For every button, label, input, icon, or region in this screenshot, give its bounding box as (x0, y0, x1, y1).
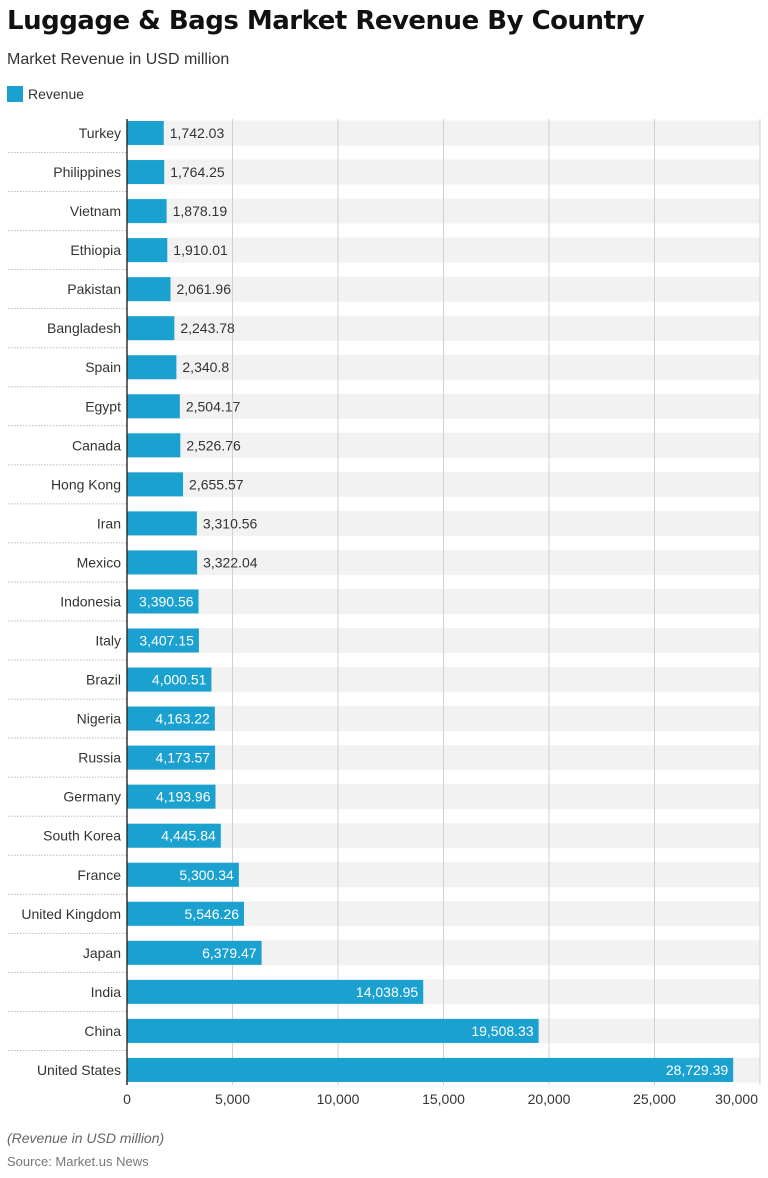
bar-japan (127, 940, 262, 965)
legend: Revenue (7, 86, 84, 102)
bar-bangladesh (127, 316, 175, 341)
category-label: Italy (95, 633, 121, 649)
chart-subtitle: Market Revenue in USD million (7, 51, 230, 68)
bar-hong-kong (127, 472, 184, 497)
category-label: Russia (78, 750, 121, 766)
x-tick-label: 5,000 (215, 1091, 250, 1107)
x-tick-label: 30,000 (715, 1091, 758, 1107)
bar-china (127, 1018, 539, 1043)
data-label: 3,322.04 (203, 554, 258, 570)
category-label: Pakistan (67, 281, 121, 297)
x-tick-label: 10,000 (317, 1091, 360, 1107)
x-tick-label: 25,000 (633, 1091, 676, 1107)
data-label: 1,878.19 (173, 203, 228, 219)
bar-mexico (127, 550, 198, 575)
data-label: 4,000.51 (152, 672, 207, 688)
category-label: United Kingdom (21, 906, 121, 922)
legend-swatch-revenue (7, 86, 23, 102)
bar-south-korea (127, 823, 221, 848)
data-label: 19,508.33 (471, 1023, 533, 1039)
category-label: Bangladesh (47, 320, 121, 336)
bar-vietnam (127, 199, 167, 224)
bar-france (127, 862, 239, 887)
bar-united-states (127, 1057, 734, 1082)
bar-united-kingdom (127, 901, 245, 926)
data-label: 3,310.56 (203, 515, 258, 531)
bar-philippines (127, 160, 165, 185)
category-label: United States (37, 1062, 121, 1078)
data-label: 2,526.76 (186, 437, 241, 453)
data-label: 28,729.39 (666, 1062, 728, 1078)
bar-india (127, 979, 424, 1004)
chart-source: Source: Market.us News (7, 1154, 149, 1169)
category-label: South Korea (43, 828, 121, 844)
data-label: 2,061.96 (177, 281, 232, 297)
bar-turkey (127, 121, 164, 145)
category-label: Indonesia (60, 593, 121, 609)
legend-label-revenue: Revenue (28, 86, 85, 102)
bar-spain (127, 355, 177, 380)
data-label: 1,910.01 (173, 242, 228, 258)
x-tick-label: 15,000 (422, 1091, 465, 1107)
data-label: 3,407.15 (139, 633, 194, 649)
category-label: Philippines (53, 164, 121, 180)
x-tick-label: 20,000 (528, 1091, 571, 1107)
data-label: 2,243.78 (180, 320, 235, 336)
bar-ethiopia (127, 238, 168, 263)
category-label: Vietnam (70, 203, 121, 219)
category-label: Egypt (85, 398, 121, 414)
x-tick-label: 0 (123, 1091, 131, 1107)
data-label: 1,764.25 (170, 164, 225, 180)
bar-indonesia (127, 589, 199, 614)
category-label: Ethiopia (70, 242, 121, 258)
category-label: Canada (72, 437, 121, 453)
category-label: Hong Kong (51, 476, 121, 492)
data-label: 1,742.03 (170, 125, 225, 141)
bar-germany (127, 784, 216, 809)
data-label: 2,340.8 (182, 359, 229, 375)
bar-canada (127, 433, 181, 458)
data-label: 4,193.96 (156, 789, 211, 805)
chart-title: Luggage & Bags Market Revenue By Country (7, 6, 645, 36)
bar-pakistan (127, 277, 171, 302)
data-label: 4,163.22 (155, 711, 210, 727)
category-label: Turkey (79, 125, 121, 141)
bar-brazil (127, 667, 212, 692)
data-label: 3,390.56 (139, 593, 194, 609)
data-label: 4,173.57 (156, 750, 211, 766)
bar-italy (127, 628, 199, 653)
bar-iran (127, 511, 197, 536)
category-label: Iran (97, 515, 121, 531)
bar-russia (127, 745, 216, 770)
category-label: India (91, 984, 122, 1000)
data-label: 2,504.17 (186, 398, 241, 414)
data-label: 2,655.57 (189, 476, 244, 492)
data-label: 14,038.95 (356, 984, 418, 1000)
category-label: Japan (83, 945, 121, 961)
data-label: 6,379.47 (202, 945, 257, 961)
bar-egypt (127, 394, 180, 419)
category-label: China (84, 1023, 121, 1039)
category-label: Germany (63, 789, 121, 805)
category-label: France (77, 867, 121, 883)
data-label: 5,300.34 (179, 867, 234, 883)
data-label: 4,445.84 (161, 828, 216, 844)
data-label: 5,546.26 (185, 906, 240, 922)
category-label: Brazil (86, 672, 121, 688)
chart-note: (Revenue in USD million) (7, 1130, 165, 1146)
category-label: Spain (85, 359, 121, 375)
category-label: Mexico (77, 554, 122, 570)
bar-nigeria (127, 706, 215, 731)
category-label: Nigeria (77, 711, 122, 727)
